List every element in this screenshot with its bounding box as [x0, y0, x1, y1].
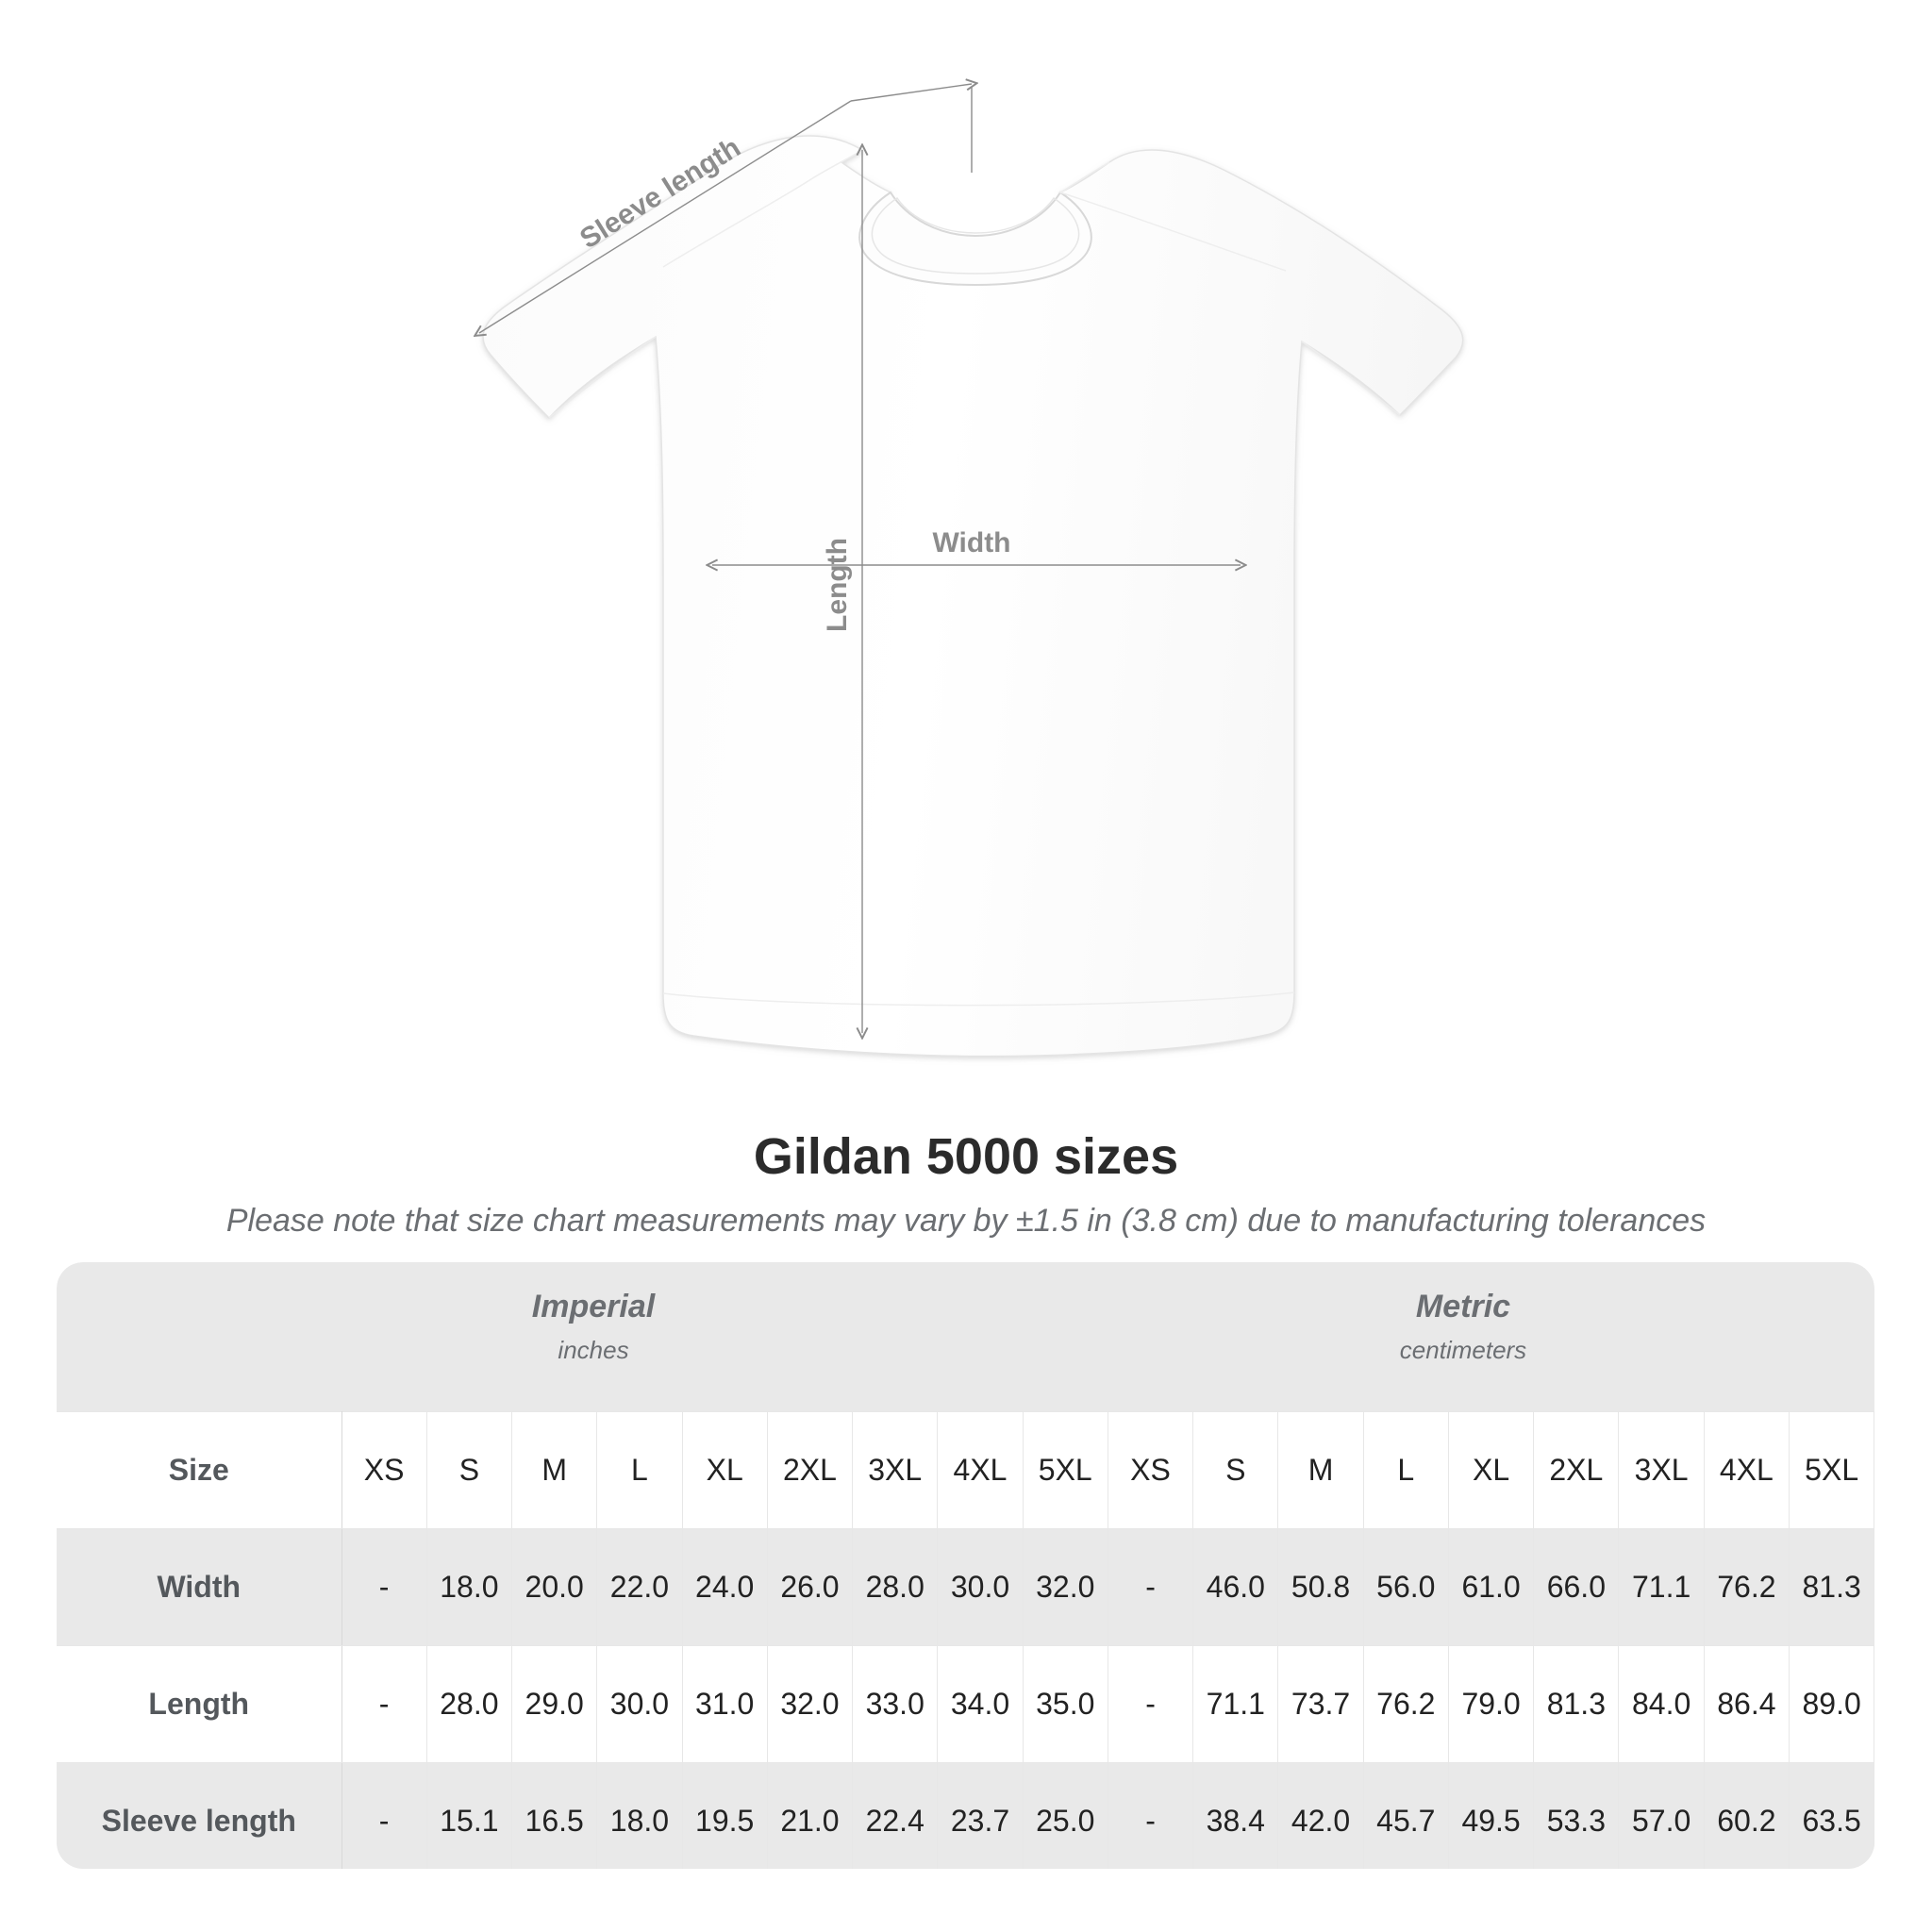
svg-text:Length: Length [822, 538, 853, 632]
svg-text:Width: Width [932, 527, 1010, 558]
